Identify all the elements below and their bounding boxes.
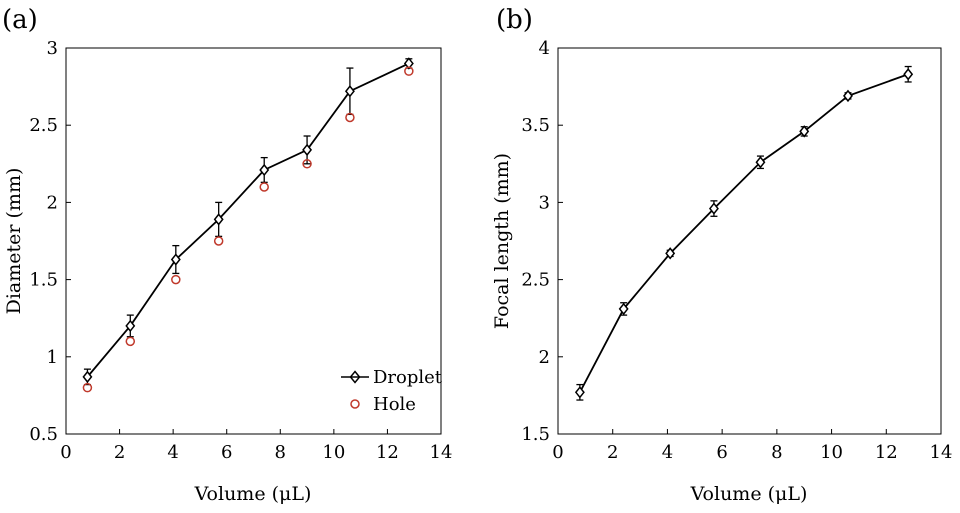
y-tick-label: 2.5 [29, 115, 58, 136]
y-tick-label: 3.5 [521, 115, 550, 136]
data-point-marker [302, 143, 313, 157]
legend-droplet-marker [349, 370, 361, 384]
hole-marker [404, 66, 414, 76]
data-point-marker [344, 85, 355, 98]
panel-a: (a) 0 2 4 6 8 10 12 14 0.5 1 1.5 2 2.5 3 Volume (μL)… [2, 5, 452, 505]
legend-droplet-label: Droplet [373, 367, 443, 388]
panel-b: (b) 0 2 4 6 8 10 12 14 1.5 2 2.5 3 3.5 4 Volume (μL)… [491, 5, 952, 505]
x-tick-label: 4 [167, 442, 178, 463]
hole-marker [82, 382, 93, 393]
y-tick-label: 3 [539, 192, 550, 213]
plot-area-b [574, 65, 914, 401]
data-point-marker [843, 89, 853, 103]
y-axis-label-a: Diameter (mm) [3, 168, 25, 315]
legend-hole-marker [350, 399, 360, 409]
x-tick-label: 2 [114, 442, 125, 463]
data-point-marker [125, 319, 136, 333]
y-axis-ticks-b: 1.5 2 2.5 3 3.5 4 [521, 38, 563, 445]
x-tick-label: 8 [771, 442, 782, 463]
x-tick-label: 10 [322, 442, 345, 463]
hole-marker [125, 336, 136, 347]
x-tick-label: 6 [221, 442, 232, 463]
data-point-marker [799, 125, 810, 138]
y-tick-label: 3 [47, 38, 58, 59]
y-axis-ticks-a: 0.5 1 1.5 2 2.5 3 [29, 38, 71, 445]
x-tick-label: 12 [875, 442, 898, 463]
plot-frame-b [557, 47, 942, 435]
x-axis-label-b: Volume (μL) [690, 483, 808, 505]
series-line [579, 73, 909, 393]
y-tick-label: 2.5 [521, 270, 550, 291]
x-tick-label: 12 [376, 442, 399, 463]
x-tick-label: 14 [430, 442, 453, 463]
y-tick-label: 2 [539, 347, 550, 368]
y-tick-label: 4 [539, 38, 550, 59]
y-axis-label-b: Focal length (mm) [491, 153, 513, 329]
plot-area-a [82, 57, 414, 393]
hole-marker [259, 182, 269, 192]
x-tick-label: 8 [275, 442, 286, 463]
data-point-marker [708, 202, 719, 215]
data-point-marker [403, 57, 414, 70]
hole-marker [171, 274, 181, 285]
x-tick-label: 14 [930, 442, 953, 463]
plot-frame-a [65, 47, 442, 435]
data-point-marker [903, 68, 914, 81]
x-tick-label: 2 [607, 442, 618, 463]
y-tick-label: 1.5 [521, 424, 550, 445]
y-tick-label: 1 [47, 347, 58, 368]
panel-label-a: (a) [2, 5, 38, 35]
y-tick-label: 2 [47, 192, 58, 213]
series-line [86, 62, 410, 378]
legend-a: Droplet Hole [341, 367, 443, 415]
x-tick-label: 0 [60, 442, 71, 463]
data-point-marker [618, 302, 629, 316]
x-axis-ticks-a: 0 2 4 6 8 10 12 14 [60, 429, 452, 463]
data-point-marker [170, 253, 181, 266]
x-axis-ticks-b: 0 2 4 6 8 10 12 14 [552, 429, 952, 463]
data-point-marker [259, 163, 270, 177]
x-axis-label-a: Volume (μL) [194, 483, 312, 505]
x-tick-label: 0 [552, 442, 563, 463]
data-point-marker [82, 370, 93, 384]
x-tick-label: 4 [662, 442, 673, 463]
hole-marker [302, 159, 312, 169]
panel-label-b: (b) [496, 5, 533, 35]
hole-marker [213, 236, 224, 246]
x-tick-label: 6 [716, 442, 727, 463]
data-point-marker [755, 156, 766, 169]
data-point-marker [574, 386, 585, 399]
legend-hole-label: Hole [373, 394, 416, 415]
y-tick-label: 1.5 [29, 270, 58, 291]
hole-marker [345, 112, 355, 123]
x-tick-label: 10 [820, 442, 843, 463]
data-point-marker [213, 213, 224, 226]
data-point-marker [665, 247, 676, 260]
y-tick-label: 0.5 [29, 424, 58, 445]
